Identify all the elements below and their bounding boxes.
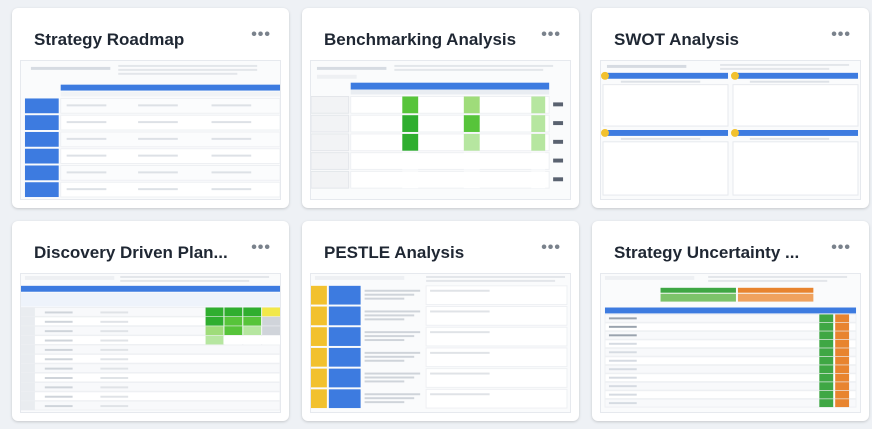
more-horizontal-icon[interactable]: ••• [251,26,271,43]
template-card-swot-analysis[interactable]: SWOT Analysis ••• [592,8,869,208]
card-title: PESTLE Analysis [324,243,465,262]
template-thumbnail [310,273,571,413]
template-card-pestle-analysis[interactable]: PESTLE Analysis ••• [302,221,579,421]
template-thumbnail [20,273,281,413]
discovery-planning-preview [21,275,280,411]
more-horizontal-icon[interactable]: ••• [541,26,561,43]
template-thumbnail [310,60,571,200]
card-title: Strategy Uncertainty ... [614,243,800,262]
template-thumbnail [20,60,281,200]
card-title: Strategy Roadmap [34,30,185,49]
template-thumbnail [600,273,861,413]
strategy-uncertainty-preview [604,275,857,408]
pestle-preview [311,275,568,409]
template-thumbnail [600,60,861,200]
swot-preview [601,63,859,196]
card-title: Benchmarking Analysis [324,30,517,49]
benchmarking-preview [311,64,564,189]
template-card-discovery-driven-planning[interactable]: Discovery Driven Plan... ••• [12,221,289,421]
template-card-strategy-roadmap[interactable]: Strategy Roadmap ••• [12,8,289,208]
strategy-roadmap-preview [24,64,280,198]
card-title: SWOT Analysis [614,30,740,49]
more-horizontal-icon[interactable]: ••• [831,239,851,256]
template-card-strategy-uncertainty[interactable]: Strategy Uncertainty ... ••• [592,221,869,421]
more-horizontal-icon[interactable]: ••• [251,239,271,256]
template-card-benchmarking-analysis[interactable]: Benchmarking Analysis ••• [302,8,579,208]
card-title: Discovery Driven Plan... [34,243,228,262]
more-horizontal-icon[interactable]: ••• [541,239,561,256]
more-horizontal-icon[interactable]: ••• [831,26,851,43]
